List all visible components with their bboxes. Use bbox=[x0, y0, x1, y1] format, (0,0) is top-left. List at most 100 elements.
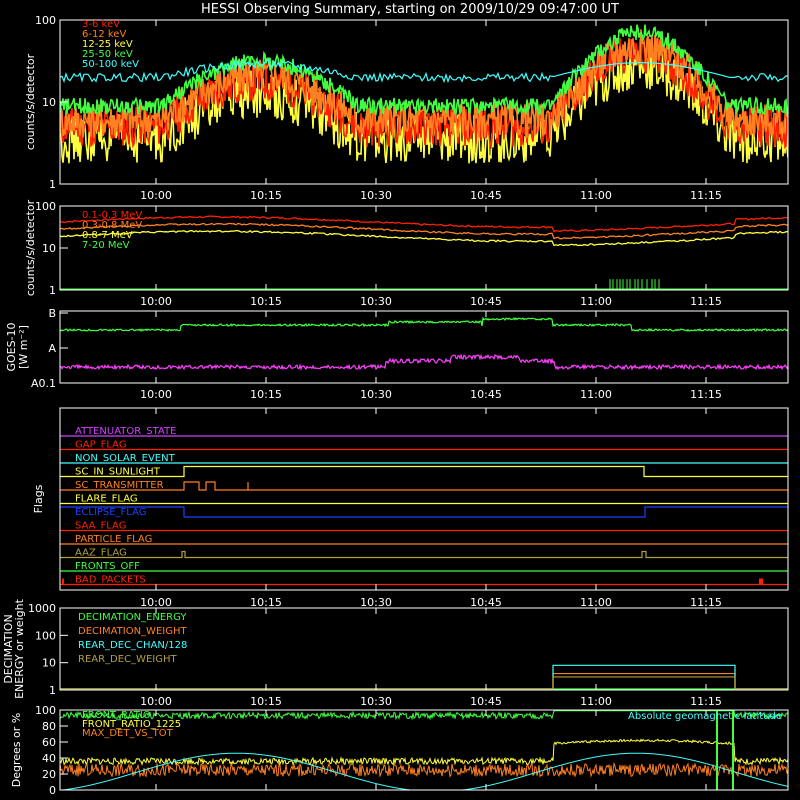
flag-label: ECLIPSE_FLAG bbox=[75, 507, 146, 518]
gamma-xtick-label: 10:45 bbox=[470, 295, 502, 308]
gamma-series-line bbox=[60, 215, 788, 233]
flags-plot bbox=[60, 435, 788, 586]
decimation-ylabel: ENERGY or weight bbox=[13, 598, 26, 698]
goes-ytick-label: B bbox=[48, 307, 56, 320]
flag-label: AAZ_FLAG bbox=[75, 548, 127, 559]
flag-line bbox=[60, 506, 788, 518]
geometry-series-line bbox=[60, 710, 788, 721]
geometry-legend-entry: MAX_DET_VS_TOT bbox=[82, 728, 174, 739]
geometry-ytick-label: 20 bbox=[42, 768, 56, 781]
flags-ylabel: Flags bbox=[32, 484, 45, 513]
flags-frame bbox=[59, 407, 789, 591]
gamma-panel: 10:00 10:15 10:30 10:45 11:00 11:15 1 10 100coun… bbox=[24, 199, 789, 308]
flag-label: SC_TRANSMITTER bbox=[75, 480, 164, 491]
flag-line bbox=[60, 465, 788, 478]
hxr-xtick-label: 11:15 bbox=[690, 189, 722, 202]
decimation-series-line bbox=[60, 672, 788, 690]
flags-xtick-label: 10:45 bbox=[470, 596, 502, 609]
geometry-panel: 0 20 40 60 80 100 Degrees or % FRONT_RATIOFRONT… bbox=[10, 704, 789, 797]
goes-plot bbox=[60, 316, 788, 371]
gamma-legend-entry: 0.1-0.3 MeV bbox=[82, 210, 142, 221]
flag-label: SC_IN_SUNLIGHT bbox=[75, 467, 161, 478]
goes-ylabel: GOES-10 bbox=[5, 322, 18, 371]
hxr-ytick-label: 100 bbox=[35, 14, 56, 27]
gamma-ytick-label: 100 bbox=[35, 200, 56, 213]
gamma-legend-entry: 0.3-0.8 MeV bbox=[82, 220, 142, 231]
flag-label: FRONTS_OFF bbox=[75, 561, 140, 572]
geometry-legend-entry: FRONT_RATIO bbox=[82, 710, 151, 721]
geometry-ylabel: Degrees or % bbox=[10, 713, 23, 787]
gamma-legend-entry: 0.8-7 MeV bbox=[82, 230, 133, 241]
goes-xtick-label: 10:30 bbox=[360, 388, 392, 401]
gamma-series-line bbox=[60, 222, 788, 240]
decimation-frame bbox=[59, 607, 789, 691]
hxr-xtick-label: 10:30 bbox=[360, 189, 392, 202]
gamma-xtick-label: 10:15 bbox=[250, 295, 282, 308]
hxr-xtick-label: 11:00 bbox=[580, 189, 612, 202]
decimation-legend-entry: DECIMATION_WEIGHT bbox=[78, 626, 187, 637]
hxr-xtick-label: 10:00 bbox=[140, 189, 172, 202]
goes-xtick-label: 11:00 bbox=[580, 388, 612, 401]
decimation-xtick-label: 10:15 bbox=[250, 695, 282, 708]
geometry-ytick-label: 100 bbox=[35, 704, 56, 717]
goes-frame bbox=[59, 310, 789, 384]
decimation-xtick-label: 10:30 bbox=[360, 695, 392, 708]
hxr-ytick-label: 1 bbox=[49, 178, 56, 191]
goes-series-line bbox=[60, 353, 788, 371]
geometry-ytick-label: 60 bbox=[42, 736, 56, 749]
geometry-frame bbox=[59, 709, 789, 791]
goes-ytick-label: A bbox=[48, 342, 56, 355]
geometry-annotation: Absolute geomagnetic latitude bbox=[628, 711, 782, 722]
panels: 10:00 10:15 10:30 10:45 11:00 11:15110100coun… bbox=[2, 14, 789, 797]
geometry-legend-entry: FRONT_RATIO_1225 bbox=[82, 719, 181, 730]
flag-label: NON_SOLAR_EVENT bbox=[75, 453, 176, 464]
gamma-frame bbox=[59, 205, 789, 291]
geometry-series-line bbox=[60, 752, 788, 790]
gamma-plot bbox=[60, 215, 788, 290]
goes-xtick-label: 11:15 bbox=[690, 388, 722, 401]
hxr-legend-entry: 12-25 keV bbox=[82, 39, 133, 50]
flag-label: PARTICLE_FLAG bbox=[75, 534, 152, 545]
goes-ytick-label: A0.1 bbox=[31, 377, 56, 390]
geometry-ytick-label: 40 bbox=[42, 752, 56, 765]
goes-series-line bbox=[60, 316, 788, 333]
flags-xtick-label: 11:15 bbox=[690, 596, 722, 609]
decimation-xtick-label: 11:15 bbox=[690, 695, 722, 708]
decimation-legend-entry: DECIMATION_ENERGY bbox=[78, 612, 187, 623]
hxr-series-line bbox=[60, 58, 788, 84]
geometry-ytick-label: 0 bbox=[49, 784, 56, 797]
hxr-ytick-label: 10 bbox=[42, 96, 56, 109]
gamma-xtick-label: 10:00 bbox=[140, 295, 172, 308]
goes-ylabel: [W m⁻²] bbox=[17, 325, 30, 369]
hxr-xtick-label: 10:15 bbox=[250, 189, 282, 202]
hxr-series-line bbox=[60, 24, 788, 117]
decimation-series-line bbox=[60, 676, 788, 690]
gamma-legend-entry: 7-20 MeV bbox=[82, 240, 130, 251]
gamma-ytick-label: 10 bbox=[42, 242, 56, 255]
hxr-legend-entry: 50-100 keV bbox=[82, 59, 139, 70]
flag-label: BAD_PACKETS bbox=[75, 575, 146, 586]
decimation-ytick-label: 1 bbox=[49, 684, 56, 697]
goes-xtick-label: 10:00 bbox=[140, 388, 172, 401]
hxr-panel: 10:00 10:15 10:30 10:45 11:00 11:15 1 10 100 coun… bbox=[24, 14, 789, 202]
decimation-ytick-label: 100 bbox=[35, 629, 56, 642]
goes-xtick-label: 10:45 bbox=[470, 388, 502, 401]
flags-xtick-label: 11:00 bbox=[580, 596, 612, 609]
flags-xtick-label: 10:30 bbox=[360, 596, 392, 609]
decimation-legend-entry: REAR_DEC_CHAN/128 bbox=[78, 640, 187, 651]
goes-panel: 10:00 10:15 10:30 10:45 11:00 11:15 A0.1 A B GOES… bbox=[5, 307, 789, 401]
gamma-xtick-label: 11:15 bbox=[690, 295, 722, 308]
geometry-series-line bbox=[60, 738, 788, 766]
flags-xtick-label: 10:00 bbox=[140, 596, 172, 609]
gamma-ylabel: counts/s/detector bbox=[24, 199, 37, 296]
hxr-xtick-label: 10:45 bbox=[470, 189, 502, 202]
gamma-xtick-label: 11:00 bbox=[580, 295, 612, 308]
decimation-ytick-label: 1000 bbox=[28, 602, 56, 615]
flag-label: ATTENUATOR_STATE bbox=[75, 426, 176, 437]
flag-line bbox=[60, 481, 788, 491]
decimation-ylabel: DECIMATION bbox=[2, 614, 15, 683]
decimation-plot bbox=[60, 664, 788, 690]
geometry-plot bbox=[60, 710, 788, 790]
decimation-xtick-label: 10:45 bbox=[470, 695, 502, 708]
flag-label: GAP_FLAG bbox=[75, 440, 127, 451]
